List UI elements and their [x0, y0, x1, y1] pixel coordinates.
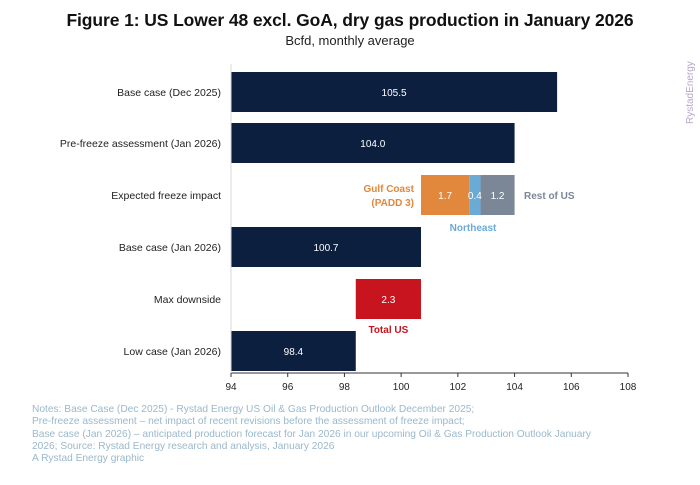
x-tick-label: 102: [450, 382, 467, 393]
bar: [231, 227, 421, 267]
bar-value-label: 0.4: [468, 191, 482, 202]
x-tick-label: 98: [339, 382, 351, 393]
bar: [355, 279, 421, 319]
gulf-coast-annotation: (PADD 3): [371, 198, 414, 209]
bar: [480, 175, 515, 215]
bar-value-label: 104.0: [360, 139, 385, 150]
note-line: 2026; Source: Rystad Energy research and…: [32, 440, 335, 452]
bar-value-label: 2.3: [381, 295, 395, 306]
x-tick-label: 96: [282, 382, 294, 393]
bar: [231, 123, 515, 163]
note-line: Pre-freeze assessment – net impact of re…: [32, 416, 465, 428]
x-tick-label: 104: [506, 382, 523, 393]
x-tick-label: 94: [225, 382, 237, 393]
category-label: Base case (Jan 2026): [119, 242, 221, 254]
bar-value-label: 105.5: [382, 88, 407, 99]
x-tick-label: 106: [563, 382, 580, 393]
bar-value-label: 100.7: [313, 243, 338, 254]
chart-notes: Notes: Base Case (Dec 2025) - Rystad Ene…: [32, 404, 692, 465]
bar: [469, 175, 481, 215]
category-label: Expected freeze impact: [111, 190, 221, 202]
chart-subtitle: Bcfd, monthly average: [285, 33, 415, 48]
bar: [420, 175, 470, 215]
total-us-annotation: Total US: [368, 325, 408, 336]
gulf-coast-annotation: Gulf Coast: [363, 184, 414, 195]
bar-value-label: 1.7: [438, 191, 452, 202]
bar-value-label: 98.4: [284, 347, 304, 358]
note-line: Notes: Base Case (Dec 2025) - Rystad Ene…: [32, 404, 475, 415]
bar-value-label: 1.2: [491, 191, 505, 202]
bar: [231, 72, 558, 112]
brand-wordmark: RystadEnergy: [685, 61, 696, 124]
category-label: Base case (Dec 2025): [117, 87, 221, 99]
rest-of-us-annotation: Rest of US: [524, 191, 575, 202]
x-tick-label: 100: [393, 382, 410, 393]
bar-chart: Base case (Dec 2025) Pre-freeze assessmen…: [60, 64, 637, 393]
category-label: Low case (Jan 2026): [124, 346, 221, 358]
bar: [231, 331, 356, 371]
x-tick-label: 108: [620, 382, 637, 393]
category-label: Pre-freeze assessment (Jan 2026): [60, 138, 221, 150]
brand-logo: RystadEnergy: [685, 61, 696, 124]
note-line: Base case (Jan 2026) – anticipated produ…: [32, 428, 591, 440]
category-label: Max downside: [154, 294, 221, 306]
chart-title: Figure 1: US Lower 48 excl. GoA, dry gas…: [66, 10, 634, 30]
note-line: A Rystad Energy graphic: [32, 453, 145, 465]
northeast-annotation: Northeast: [450, 223, 497, 234]
